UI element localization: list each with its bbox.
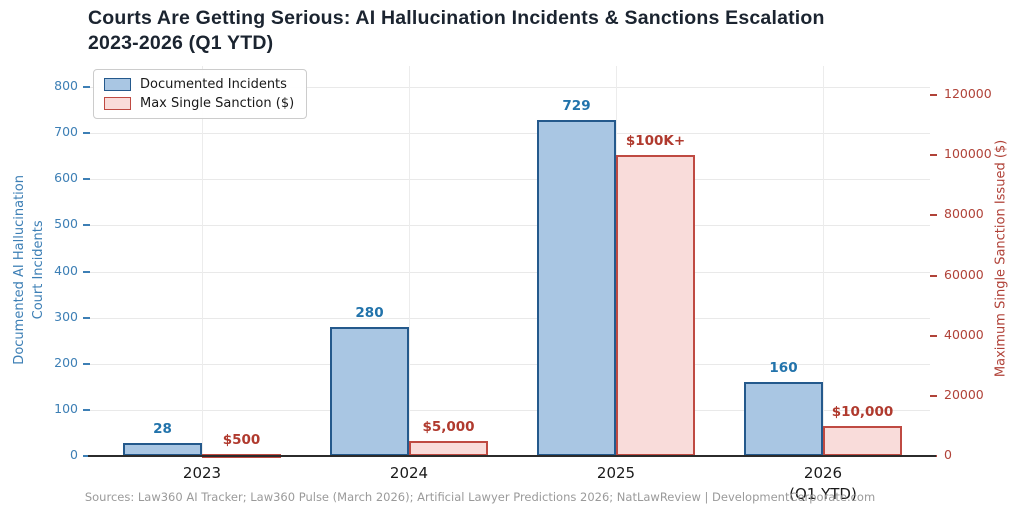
bar-max-sanction-2025 — [616, 155, 695, 456]
legend-label-incidents: Documented Incidents — [140, 77, 287, 92]
right-tick-label-20000: 20000 — [944, 386, 984, 402]
left-tick-label-600: 600 — [54, 170, 78, 186]
left-tick-mark-500 — [83, 224, 90, 227]
gridline-h-300 — [90, 317, 930, 319]
left-tick-label-800: 800 — [54, 78, 78, 93]
gridline-h-200 — [90, 363, 930, 365]
bar-label-sanction-2: $100K+ — [625, 133, 686, 150]
left-tick-mark-200 — [83, 362, 90, 365]
gridline-v-1 — [409, 66, 410, 456]
left-tick-label-100: 100 — [54, 400, 78, 416]
right-tick-label-60000: 60000 — [944, 266, 984, 282]
gridline-h-600 — [90, 179, 930, 181]
legend: Documented Incidents Max Single Sanction… — [93, 69, 308, 119]
right-tick-mark-40000 — [930, 334, 937, 337]
left-tick-label-0: 0 — [70, 447, 78, 462]
left-tick-label-700: 700 — [54, 124, 78, 140]
left-tick-mark-0 — [83, 455, 90, 457]
x-axis-line — [88, 455, 936, 457]
chart-title-line-1: Courts Are Getting Serious: AI Hallucina… — [88, 7, 825, 29]
right-tick-label-40000: 40000 — [944, 326, 984, 342]
right-axis-title: Maximum Single Sanction Issued ($) — [993, 139, 1009, 378]
right-tick-label-100000: 100000 — [944, 146, 992, 162]
x-tick-label-2: 2025 — [596, 464, 636, 482]
legend-label-sanction: Max Single Sanction ($) — [140, 96, 295, 111]
right-tick-mark-100000 — [930, 154, 937, 157]
bar-label-incidents-2: 729 — [562, 97, 591, 114]
bar-label-incidents-3: 160 — [769, 360, 798, 377]
left-axis-title: Documented AI Hallucination Court Incide… — [12, 175, 46, 365]
right-tick-label-80000: 80000 — [944, 206, 984, 222]
left-tick-mark-300 — [83, 316, 90, 319]
legend-swatch-incidents — [104, 78, 131, 91]
bar-documented-incidents-2023 — [123, 443, 202, 456]
bar-label-incidents-1: 280 — [355, 304, 384, 321]
left-tick-mark-700 — [83, 132, 90, 135]
left-tick-label-400: 400 — [54, 262, 78, 278]
bar-label-sanction-0: $500 — [222, 432, 261, 449]
gridline-h-500 — [90, 225, 930, 227]
bar-label-sanction-1: $5,000 — [422, 418, 475, 435]
left-tick-label-200: 200 — [54, 354, 78, 370]
bar-documented-incidents-2026 — [744, 382, 823, 456]
gridline-v-0 — [202, 66, 203, 456]
left-tick-label-300: 300 — [54, 308, 78, 324]
right-tick-label-0: 0 — [944, 447, 952, 462]
right-tick-label-120000: 120000 — [944, 86, 992, 101]
right-tick-mark-120000 — [930, 94, 937, 96]
x-tick-label-0: 2023 — [182, 464, 222, 482]
bar-label-incidents-0: 28 — [153, 421, 172, 438]
right-tick-mark-60000 — [930, 274, 937, 277]
chart-title: Courts Are Getting Serious: AI Hallucina… — [88, 6, 825, 56]
chart-title-line-2: 2023-2026 (Q1 YTD) — [88, 31, 274, 54]
source-footer: Sources: Law360 AI Tracker; Law360 Pulse… — [84, 490, 876, 504]
right-tick-mark-20000 — [930, 394, 937, 397]
gridline-h-100 — [90, 409, 930, 411]
bar-max-sanction-2024 — [409, 440, 488, 456]
legend-swatch-sanction — [104, 97, 131, 110]
left-tick-label-500: 500 — [54, 216, 78, 232]
x-tick-label-1: 2024 — [389, 464, 429, 482]
x-tick-label-3: 2026 (Q1 YTD) — [789, 464, 857, 503]
bar-documented-incidents-2024 — [330, 326, 409, 456]
bar-documented-incidents-2025 — [537, 119, 616, 456]
left-tick-mark-800 — [83, 86, 90, 88]
bar-max-sanction-2026 — [823, 425, 902, 456]
left-tick-mark-100 — [83, 408, 90, 411]
bar-label-sanction-3: $10,000 — [831, 403, 894, 420]
right-tick-mark-80000 — [930, 214, 937, 217]
gridline-h-400 — [90, 271, 930, 273]
legend-item-documented-incidents: Documented Incidents — [104, 78, 294, 91]
gridline-h-800 — [90, 87, 930, 88]
gridline-v-3 — [823, 66, 824, 456]
left-tick-mark-400 — [83, 270, 90, 273]
left-tick-mark-600 — [83, 178, 90, 181]
legend-item-max-sanction: Max Single Sanction ($) — [104, 97, 294, 110]
gridline-h-700 — [90, 133, 930, 135]
